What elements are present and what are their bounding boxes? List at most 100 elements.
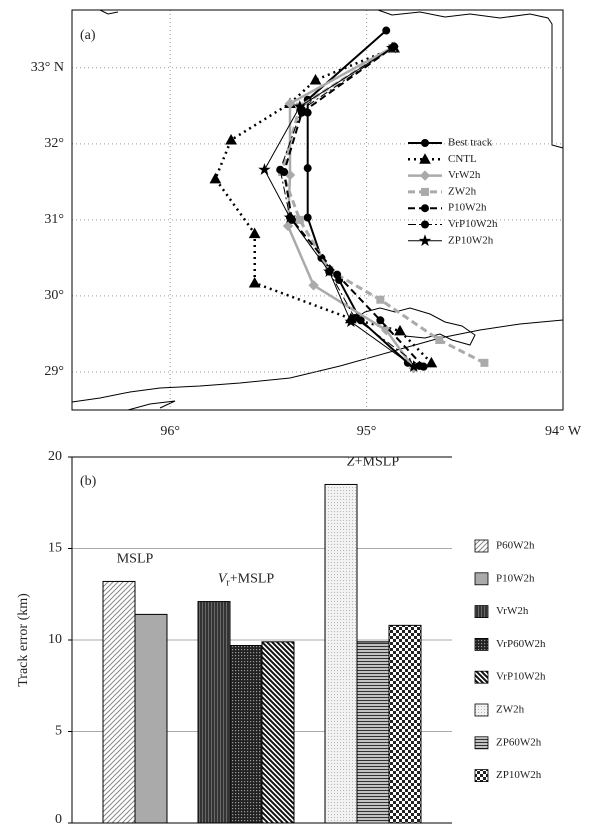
track-line [280,46,486,365]
legend-label: Best track [448,137,493,149]
legend-label: P10W2h [448,202,487,214]
coastline [99,9,119,15]
marker [248,227,261,239]
marker [407,360,420,372]
marker [276,165,285,174]
marker [382,26,391,35]
group-label: MSLP [117,552,154,567]
legend-swatch [474,703,489,717]
y-tick-label: 33° N [31,60,64,75]
coastline [349,307,476,346]
marker [480,358,489,367]
legend-label: VrW2h [496,605,529,617]
legend-swatch [474,638,489,651]
marker [293,100,307,112]
marker [303,164,312,173]
marker [381,324,392,336]
y-tick-label: 29° [44,364,64,379]
map-geography [71,9,564,411]
marker [394,324,406,336]
y-tick-label: 0 [55,812,62,827]
y-tick-label: 15 [48,541,62,556]
legend-swatch [474,605,489,618]
marker [435,336,444,345]
marker [376,316,385,325]
legend-swatch [474,572,489,586]
y-axis-title: Track error (km) [16,593,31,687]
legend-label: VrP60W2h [496,638,546,650]
legend-swatch [474,670,489,684]
panel-label: (b) [80,474,97,489]
group-label-part: V [218,572,228,587]
marker [421,220,429,229]
legend-label: ZW2h [496,704,525,716]
marker [295,215,304,224]
legend-label: ZW2h [448,185,477,197]
group-label-part: Z [347,455,355,470]
marker [258,163,271,175]
marker [303,213,312,222]
bar [356,641,390,824]
y-tick-label: 10 [48,632,62,647]
marker [418,234,432,247]
legend-swatch [474,769,489,782]
x-tick-label: 95° [357,424,377,439]
marker [283,211,297,223]
marker [376,295,385,304]
marker [248,276,261,288]
y-tick-label: 31° [44,212,64,227]
legend-swatch [474,736,489,750]
legend-label: P10W2h [496,572,535,584]
marker [309,73,322,85]
legend-label: VrP10W2h [496,671,546,683]
group-label: Z+MSLP [347,455,399,470]
track-line [306,29,424,368]
series [258,41,420,372]
y-tick-label: 32° [44,136,64,151]
x-tick-label: 94° W [545,424,582,439]
group-label-part: r [226,578,230,589]
y-tick-label: 5 [55,724,62,739]
legend-label: VrP10W2h [448,218,498,230]
bar [324,483,358,824]
legend-label: P60W2h [496,540,535,552]
bar [134,613,168,824]
legend-label: ZP10W2h [496,769,542,781]
marker [425,356,438,368]
marker [284,98,296,109]
bar [102,580,136,824]
marker [333,270,342,279]
y-tick-label: 20 [48,449,62,464]
marker [308,280,319,291]
track-line [263,47,414,368]
bar [229,644,263,824]
marker [419,153,431,164]
marker [419,170,431,181]
legend-swatch [474,539,489,553]
x-tick-label: 96° [160,424,180,439]
panel-label: (a) [80,28,96,43]
group-label-part: +MSLP [230,572,275,587]
marker [225,134,237,145]
marker [385,41,399,54]
coastline [71,319,564,403]
marker [421,204,429,213]
plot-frame [71,9,564,411]
legend-label: ZP60W2h [496,736,542,748]
legend-label: CNTL [448,153,477,165]
marker [344,315,358,328]
marker [421,187,429,196]
bar [197,601,231,824]
bar [261,641,295,824]
marker [421,139,429,147]
y-tick-label: 30° [44,288,64,303]
marker [323,265,336,277]
marker [282,220,294,232]
group-label-part: MSLP [117,552,154,567]
group-label-part: +MSLP [355,455,400,470]
bar [388,624,422,824]
border [377,9,564,149]
marker [209,172,222,184]
